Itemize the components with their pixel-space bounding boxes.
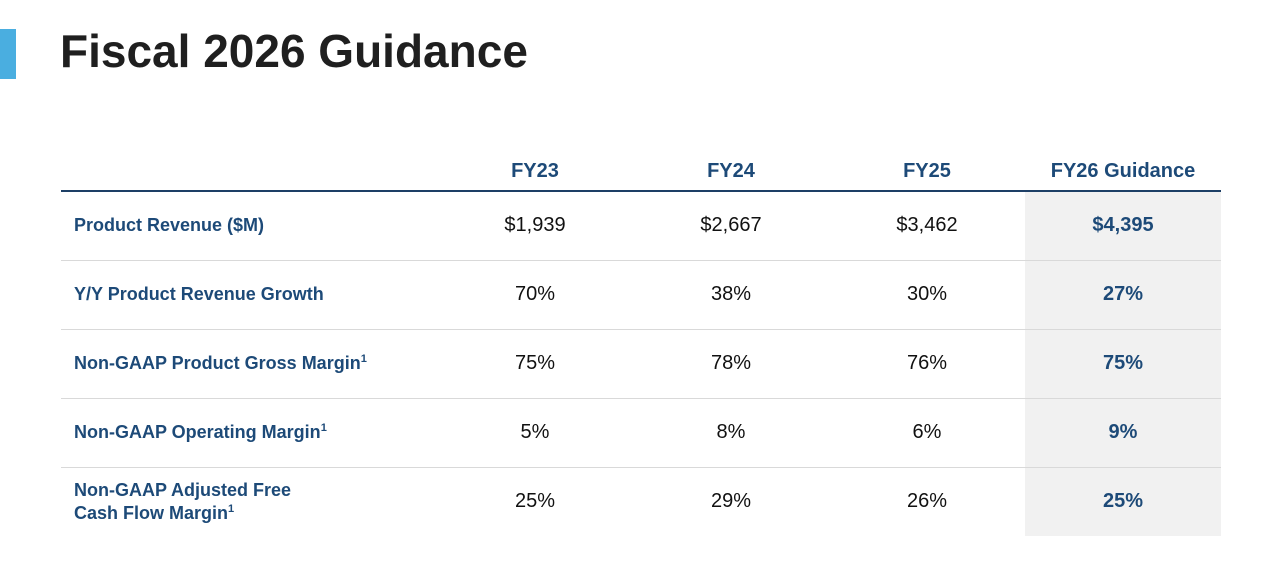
value-cell-fy23: 25%: [514, 490, 556, 513]
footnote-marker: 1: [320, 422, 327, 434]
value-cell-fy24: 29%: [710, 490, 752, 513]
value-cell-fy23: 70%: [437, 260, 633, 330]
title-accent-bar: [0, 29, 16, 79]
table-row-operating-margin: Non-GAAP Operating Margin1 5% 8% 6% 9%: [61, 398, 1221, 468]
column-header-fy24: FY24: [633, 152, 829, 192]
row-label: Non-GAAP Operating Margin1: [61, 398, 437, 468]
value-cell-fy24: 78%: [633, 329, 829, 399]
value-cell-fy23: $1,939: [437, 191, 633, 261]
header-label-cell: [61, 152, 437, 192]
value-cell-fy24: 8%: [633, 398, 829, 468]
value-cell-fy26-guidance: $4,395: [1025, 191, 1221, 261]
table-row-free-cash-flow-margin: Non-GAAP Adjusted Free Cash Flow Margin1 …: [61, 467, 1221, 536]
row-label-text: Non-GAAP Operating Margin: [74, 422, 321, 442]
value-cell-fy25: 30%: [829, 260, 1025, 330]
footnote-marker: 1: [228, 502, 235, 515]
guidance-table: FY23 FY24 FY25 FY26 Guidance Product Rev…: [61, 152, 1221, 536]
value-cell-fy26-guidance: 75%: [1025, 329, 1221, 399]
row-label: Product Revenue ($M): [61, 191, 437, 261]
footnote-marker: 1: [360, 353, 367, 365]
row-label-line: Non-GAAP Adjusted Free: [74, 479, 292, 500]
row-label-line: Product Revenue ($M): [74, 215, 265, 236]
table-row-gross-margin: Non-GAAP Product Gross Margin1 75% 78% 7…: [61, 329, 1221, 399]
column-header-fy26-guidance: FY26 Guidance: [1025, 152, 1221, 192]
value-cell-fy24: 38%: [633, 260, 829, 330]
row-label-text: Cash Flow Margin: [74, 502, 229, 523]
value-cell-fy26-guidance: 27%: [1025, 260, 1221, 330]
row-label: Non-GAAP Product Gross Margin1: [61, 329, 437, 399]
value-cell-fy25: $3,462: [829, 191, 1025, 261]
table-row-product-revenue: Product Revenue ($M) $1,939 $2,667 $3,46…: [61, 191, 1221, 261]
table-row-revenue-growth: Y/Y Product Revenue Growth 70% 38% 30% 2…: [61, 260, 1221, 330]
value-cell-fy26-guidance: 9%: [1025, 398, 1221, 468]
row-label: Non-GAAP Adjusted Free Cash Flow Margin1: [61, 467, 437, 536]
page-title: Fiscal 2026 Guidance: [60, 25, 528, 77]
row-label-line: Non-GAAP Product Gross Margin1: [74, 352, 437, 375]
value-cell-fy23: 75%: [437, 329, 633, 399]
row-label-line: Cash Flow Margin1: [74, 502, 437, 525]
value-cell-fy26-guidance: 25%: [1025, 467, 1221, 536]
value-cell-fy25: 6%: [829, 398, 1025, 468]
row-label: Y/Y Product Revenue Growth: [61, 260, 437, 330]
row-label-line: Non-GAAP Operating Margin1: [74, 421, 437, 444]
value-cell-fy25: 26%: [906, 490, 948, 513]
value-cell-fy25: 76%: [829, 329, 1025, 399]
value-cell-fy24: $2,667: [633, 191, 829, 261]
table-header-row: FY23 FY24 FY25 FY26 Guidance: [61, 152, 1221, 192]
row-label-line: Y/Y Product Revenue Growth: [74, 284, 324, 304]
column-header-fy25: FY25: [829, 152, 1025, 192]
row-label-text: Non-GAAP Product Gross Margin: [74, 353, 361, 373]
value-cell-fy23: 5%: [437, 398, 633, 468]
column-header-fy23: FY23: [437, 152, 633, 192]
